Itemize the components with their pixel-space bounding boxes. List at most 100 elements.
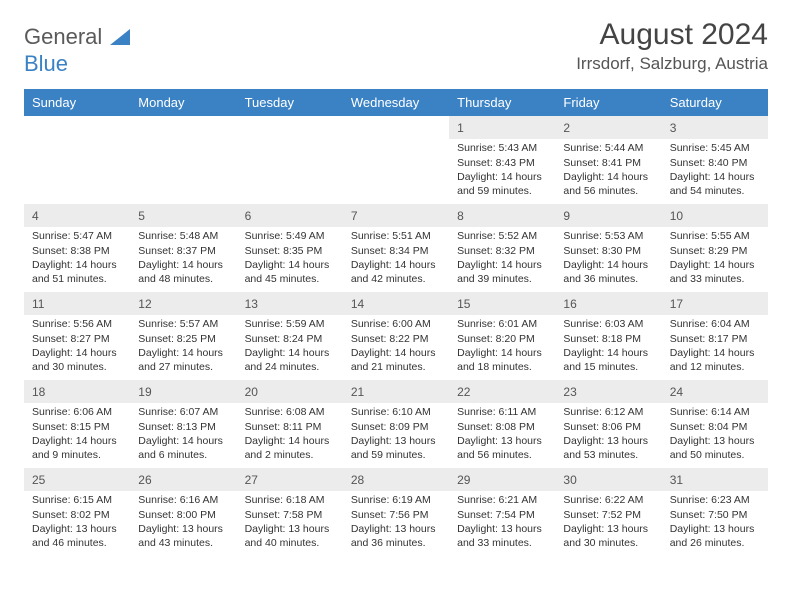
calendar-day-cell: 17Sunrise: 6:04 AMSunset: 8:17 PMDayligh…	[662, 292, 768, 380]
daylight-line: Daylight: 14 hours and 9 minutes.	[32, 434, 122, 462]
calendar-day-cell: 31Sunrise: 6:23 AMSunset: 7:50 PMDayligh…	[662, 468, 768, 556]
day-details: Sunrise: 5:47 AMSunset: 8:38 PMDaylight:…	[24, 227, 130, 290]
sunset-line: Sunset: 7:54 PM	[457, 508, 547, 522]
sunset-line: Sunset: 8:38 PM	[32, 244, 122, 258]
sunrise-line: Sunrise: 6:22 AM	[563, 493, 653, 507]
month-title: August 2024	[576, 18, 768, 52]
calendar-day-cell	[343, 116, 449, 204]
calendar-week-row: 18Sunrise: 6:06 AMSunset: 8:15 PMDayligh…	[24, 380, 768, 468]
sunset-line: Sunset: 8:13 PM	[138, 420, 228, 434]
day-number: 1	[449, 116, 555, 139]
logo-word-blue: Blue	[24, 51, 68, 76]
sunrise-line: Sunrise: 5:53 AM	[563, 229, 653, 243]
sunrise-line: Sunrise: 5:51 AM	[351, 229, 441, 243]
daylight-line: Daylight: 14 hours and 12 minutes.	[670, 346, 760, 374]
sunset-line: Sunset: 8:24 PM	[245, 332, 335, 346]
day-number: 27	[237, 468, 343, 491]
sunrise-line: Sunrise: 5:49 AM	[245, 229, 335, 243]
calendar-day-cell: 25Sunrise: 6:15 AMSunset: 8:02 PMDayligh…	[24, 468, 130, 556]
sunset-line: Sunset: 8:17 PM	[670, 332, 760, 346]
day-details: Sunrise: 5:52 AMSunset: 8:32 PMDaylight:…	[449, 227, 555, 290]
day-number: 30	[555, 468, 661, 491]
daylight-line: Daylight: 14 hours and 15 minutes.	[563, 346, 653, 374]
daylight-line: Daylight: 14 hours and 36 minutes.	[563, 258, 653, 286]
sunset-line: Sunset: 8:30 PM	[563, 244, 653, 258]
day-number: 26	[130, 468, 236, 491]
day-details: Sunrise: 6:21 AMSunset: 7:54 PMDaylight:…	[449, 491, 555, 554]
daylight-line: Daylight: 14 hours and 51 minutes.	[32, 258, 122, 286]
day-number: 5	[130, 204, 236, 227]
sunrise-line: Sunrise: 5:55 AM	[670, 229, 760, 243]
sunrise-line: Sunrise: 5:56 AM	[32, 317, 122, 331]
sunset-line: Sunset: 8:00 PM	[138, 508, 228, 522]
calendar-day-cell: 21Sunrise: 6:10 AMSunset: 8:09 PMDayligh…	[343, 380, 449, 468]
day-number: 20	[237, 380, 343, 403]
daylight-line: Daylight: 13 hours and 30 minutes.	[563, 522, 653, 550]
daylight-line: Daylight: 13 hours and 56 minutes.	[457, 434, 547, 462]
calendar-day-cell: 23Sunrise: 6:12 AMSunset: 8:06 PMDayligh…	[555, 380, 661, 468]
day-details: Sunrise: 5:48 AMSunset: 8:37 PMDaylight:…	[130, 227, 236, 290]
sunset-line: Sunset: 8:34 PM	[351, 244, 441, 258]
daylight-line: Daylight: 13 hours and 33 minutes.	[457, 522, 547, 550]
day-details: Sunrise: 6:11 AMSunset: 8:08 PMDaylight:…	[449, 403, 555, 466]
day-number: 19	[130, 380, 236, 403]
day-details: Sunrise: 6:04 AMSunset: 8:17 PMDaylight:…	[662, 315, 768, 378]
day-details: Sunrise: 5:51 AMSunset: 8:34 PMDaylight:…	[343, 227, 449, 290]
sunrise-line: Sunrise: 6:16 AM	[138, 493, 228, 507]
sunrise-line: Sunrise: 6:21 AM	[457, 493, 547, 507]
day-details: Sunrise: 6:16 AMSunset: 8:00 PMDaylight:…	[130, 491, 236, 554]
sunset-line: Sunset: 7:58 PM	[245, 508, 335, 522]
daylight-line: Daylight: 14 hours and 48 minutes.	[138, 258, 228, 286]
sunset-line: Sunset: 7:52 PM	[563, 508, 653, 522]
calendar-day-cell: 12Sunrise: 5:57 AMSunset: 8:25 PMDayligh…	[130, 292, 236, 380]
day-details: Sunrise: 5:55 AMSunset: 8:29 PMDaylight:…	[662, 227, 768, 290]
daylight-line: Daylight: 14 hours and 56 minutes.	[563, 170, 653, 198]
sunrise-line: Sunrise: 5:45 AM	[670, 141, 760, 155]
sunset-line: Sunset: 8:04 PM	[670, 420, 760, 434]
day-details: Sunrise: 5:44 AMSunset: 8:41 PMDaylight:…	[555, 139, 661, 202]
weekday-header: Saturday	[662, 89, 768, 116]
sunrise-line: Sunrise: 5:47 AM	[32, 229, 122, 243]
day-number: 6	[237, 204, 343, 227]
daylight-line: Daylight: 14 hours and 21 minutes.	[351, 346, 441, 374]
day-details: Sunrise: 6:14 AMSunset: 8:04 PMDaylight:…	[662, 403, 768, 466]
sunrise-line: Sunrise: 6:11 AM	[457, 405, 547, 419]
daylight-line: Daylight: 14 hours and 24 minutes.	[245, 346, 335, 374]
calendar-day-cell: 22Sunrise: 6:11 AMSunset: 8:08 PMDayligh…	[449, 380, 555, 468]
day-number: 2	[555, 116, 661, 139]
calendar-day-cell: 6Sunrise: 5:49 AMSunset: 8:35 PMDaylight…	[237, 204, 343, 292]
day-details: Sunrise: 6:12 AMSunset: 8:06 PMDaylight:…	[555, 403, 661, 466]
logo-triangle-icon	[110, 25, 130, 51]
calendar-day-cell: 7Sunrise: 5:51 AMSunset: 8:34 PMDaylight…	[343, 204, 449, 292]
daylight-line: Daylight: 13 hours and 46 minutes.	[32, 522, 122, 550]
day-number: 12	[130, 292, 236, 315]
calendar-day-cell: 28Sunrise: 6:19 AMSunset: 7:56 PMDayligh…	[343, 468, 449, 556]
sunrise-line: Sunrise: 6:03 AM	[563, 317, 653, 331]
day-details: Sunrise: 6:23 AMSunset: 7:50 PMDaylight:…	[662, 491, 768, 554]
day-number: 29	[449, 468, 555, 491]
sunrise-line: Sunrise: 6:08 AM	[245, 405, 335, 419]
day-number: 16	[555, 292, 661, 315]
day-details: Sunrise: 6:15 AMSunset: 8:02 PMDaylight:…	[24, 491, 130, 554]
daylight-line: Daylight: 14 hours and 27 minutes.	[138, 346, 228, 374]
weekday-header: Wednesday	[343, 89, 449, 116]
daylight-line: Daylight: 14 hours and 54 minutes.	[670, 170, 760, 198]
weekday-header: Friday	[555, 89, 661, 116]
daylight-line: Daylight: 14 hours and 33 minutes.	[670, 258, 760, 286]
day-details: Sunrise: 6:06 AMSunset: 8:15 PMDaylight:…	[24, 403, 130, 466]
sunrise-line: Sunrise: 5:48 AM	[138, 229, 228, 243]
sunset-line: Sunset: 8:20 PM	[457, 332, 547, 346]
sunrise-line: Sunrise: 6:06 AM	[32, 405, 122, 419]
calendar-day-cell: 18Sunrise: 6:06 AMSunset: 8:15 PMDayligh…	[24, 380, 130, 468]
day-details: Sunrise: 5:43 AMSunset: 8:43 PMDaylight:…	[449, 139, 555, 202]
sunrise-line: Sunrise: 6:10 AM	[351, 405, 441, 419]
sunrise-line: Sunrise: 5:57 AM	[138, 317, 228, 331]
weekday-header: Monday	[130, 89, 236, 116]
day-number: 10	[662, 204, 768, 227]
sunset-line: Sunset: 8:41 PM	[563, 156, 653, 170]
daylight-line: Daylight: 14 hours and 2 minutes.	[245, 434, 335, 462]
calendar-day-cell	[24, 116, 130, 204]
sunset-line: Sunset: 8:11 PM	[245, 420, 335, 434]
day-number: 24	[662, 380, 768, 403]
sunset-line: Sunset: 8:15 PM	[32, 420, 122, 434]
